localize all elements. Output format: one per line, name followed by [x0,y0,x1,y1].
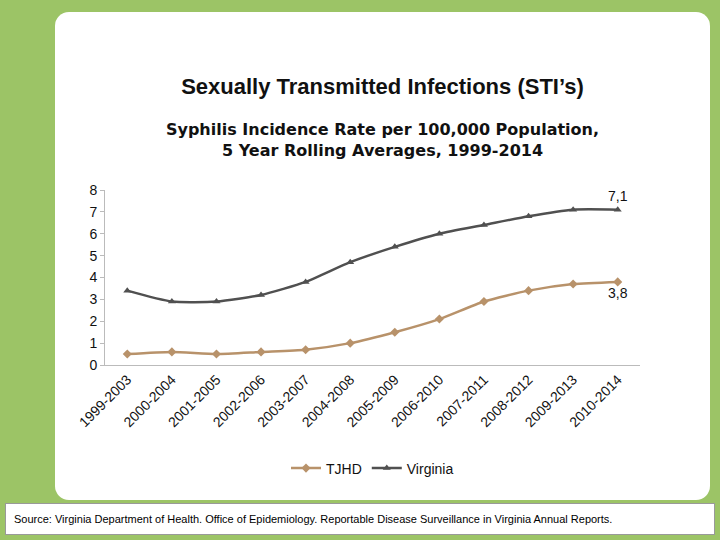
svg-text:8: 8 [89,182,97,198]
svg-text:2003-2007: 2003-2007 [254,371,313,430]
svg-text:1: 1 [89,335,97,351]
svg-text:2007-2011: 2007-2011 [433,371,491,429]
svg-text:1999-2003: 1999-2003 [76,371,135,430]
svg-text:2001-2005: 2001-2005 [165,371,224,430]
svg-text:Virginia: Virginia [407,461,454,477]
svg-text:Syphilis Incidence Rate per 10: Syphilis Incidence Rate per 100,000 Popu… [166,120,599,160]
svg-text:3: 3 [89,291,97,307]
svg-text:2002-2006: 2002-2006 [209,371,268,430]
svg-text:4: 4 [89,269,97,285]
svg-text:2006-2010: 2006-2010 [388,371,447,430]
html-text:Source: Virginia Department of: Source: Virginia Department of Health. O… [14,513,613,525]
svg-text:2005-2009: 2005-2009 [343,371,402,430]
svg-text:6: 6 [89,226,97,242]
svg-text:7: 7 [89,204,97,220]
svg-text:3,8: 3,8 [608,285,628,301]
svg-text:0: 0 [89,357,97,373]
html-text:Sexually Transmitted Infection: Sexually Transmitted Infections (STI’s) [181,74,584,99]
svg-text:TJHD: TJHD [326,461,362,477]
svg-text:5: 5 [89,248,97,264]
svg-text:2009-2013: 2009-2013 [522,371,581,430]
svg-text:2000-2004: 2000-2004 [120,371,179,430]
svg-text:2004-2008: 2004-2008 [299,371,358,430]
svg-text:2010-2014: 2010-2014 [566,371,625,430]
svg-text:2: 2 [89,313,97,329]
svg-text:2008-2012: 2008-2012 [477,371,536,430]
svg-text:7,1: 7,1 [608,190,628,204]
